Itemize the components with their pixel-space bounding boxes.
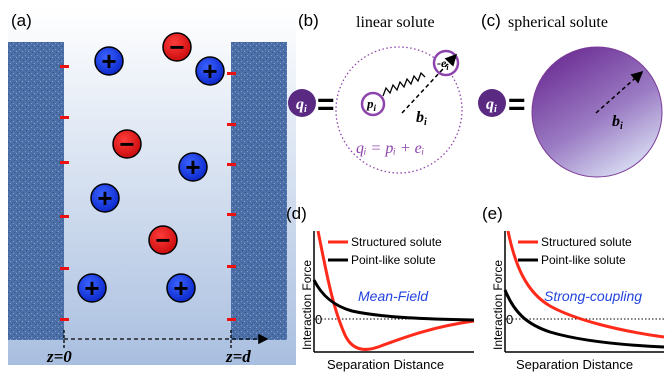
panel-e-tag: (e)	[482, 204, 503, 223]
positive-ion: +	[195, 56, 225, 86]
positive-ion: +	[90, 183, 120, 213]
equals-sign: =	[508, 88, 526, 121]
negative-ion: −	[162, 32, 192, 62]
panel-d-tag: (d)	[286, 204, 307, 223]
panel-a: (a) + − + − +	[8, 8, 296, 366]
svg-text:qi: qi	[296, 96, 307, 115]
radius-arrow	[595, 71, 644, 114]
panel-c-tag: (c)	[481, 11, 501, 30]
svg-text:+: +	[173, 273, 188, 303]
panel-b-tag: (b)	[298, 11, 319, 30]
d-structured-curve	[316, 230, 475, 351]
p-charge: pi	[360, 91, 386, 117]
right-wall-charges	[227, 72, 236, 321]
right-wall	[231, 42, 287, 340]
panel-b: (b) linear solute qi = pi -ei bi qᵢ = pᵢ…	[288, 11, 463, 174]
positive-ion: +	[178, 152, 208, 182]
zd-label: z=d	[225, 347, 251, 366]
e-zero-label: 0	[506, 312, 513, 327]
spring	[382, 71, 426, 97]
svg-text:−: −	[119, 129, 134, 159]
d-legend-point: Point-like solute	[351, 253, 436, 267]
svg-text:+: +	[101, 46, 116, 76]
d-ylabel: Interaction Force	[300, 260, 314, 350]
z0-label: z=0	[46, 347, 72, 366]
d-annotation: Mean-Field	[358, 288, 429, 304]
solute-boundary	[335, 46, 463, 174]
linear-solute-title: linear solute	[356, 14, 435, 31]
radius-label: bi	[416, 109, 427, 128]
e-point-curve	[503, 289, 665, 349]
panel-a-tag: (a)	[11, 11, 32, 30]
panel-e: (e) Interaction Force Separation Distanc…	[482, 204, 665, 372]
d-zero-label: 0	[315, 312, 322, 327]
panel-d: (d) Interaction Force Separation Distanc…	[286, 204, 475, 372]
d-point-curve	[312, 279, 475, 322]
positive-ion: +	[94, 46, 124, 76]
radius-label: bi	[612, 113, 623, 132]
charge-equation: qᵢ = pᵢ + eᵢ	[356, 140, 424, 157]
svg-text:pi: pi	[366, 96, 377, 113]
q-symbol: qi	[288, 89, 316, 117]
e-legend-structured: Structured solute	[541, 235, 632, 249]
q-symbol: qi	[478, 89, 506, 117]
panel-c: (c) spherical solute qi = bi	[478, 11, 663, 178]
equals-sign: =	[317, 88, 335, 121]
svg-text:-ei: -ei	[437, 56, 449, 72]
negative-ion: −	[112, 129, 142, 159]
e-xlabel: Separation Distance	[516, 357, 633, 372]
svg-text:+: +	[84, 273, 99, 303]
d-legend-structured: Structured solute	[351, 235, 442, 249]
e-charge: -ei	[432, 49, 460, 77]
e-ylabel: Interaction Force	[491, 260, 505, 350]
positive-ion: +	[77, 273, 107, 303]
left-wall-charges	[60, 65, 69, 321]
e-legend-point: Point-like solute	[541, 253, 626, 267]
spherical-solute-title: spherical solute	[508, 14, 608, 31]
svg-text:qi: qi	[486, 96, 497, 115]
left-wall	[8, 42, 64, 340]
svg-text:−: −	[155, 225, 170, 255]
svg-text:+: +	[185, 152, 200, 182]
e-structured-curve	[506, 230, 665, 339]
negative-ion: −	[148, 225, 178, 255]
svg-text:+: +	[202, 56, 217, 86]
radius-arrow	[401, 53, 458, 114]
d-xlabel: Separation Distance	[327, 357, 444, 372]
svg-text:+: +	[97, 183, 112, 213]
positive-ion: +	[166, 273, 196, 303]
e-annotation: Strong-coupling	[544, 288, 642, 304]
svg-text:−: −	[169, 32, 184, 62]
